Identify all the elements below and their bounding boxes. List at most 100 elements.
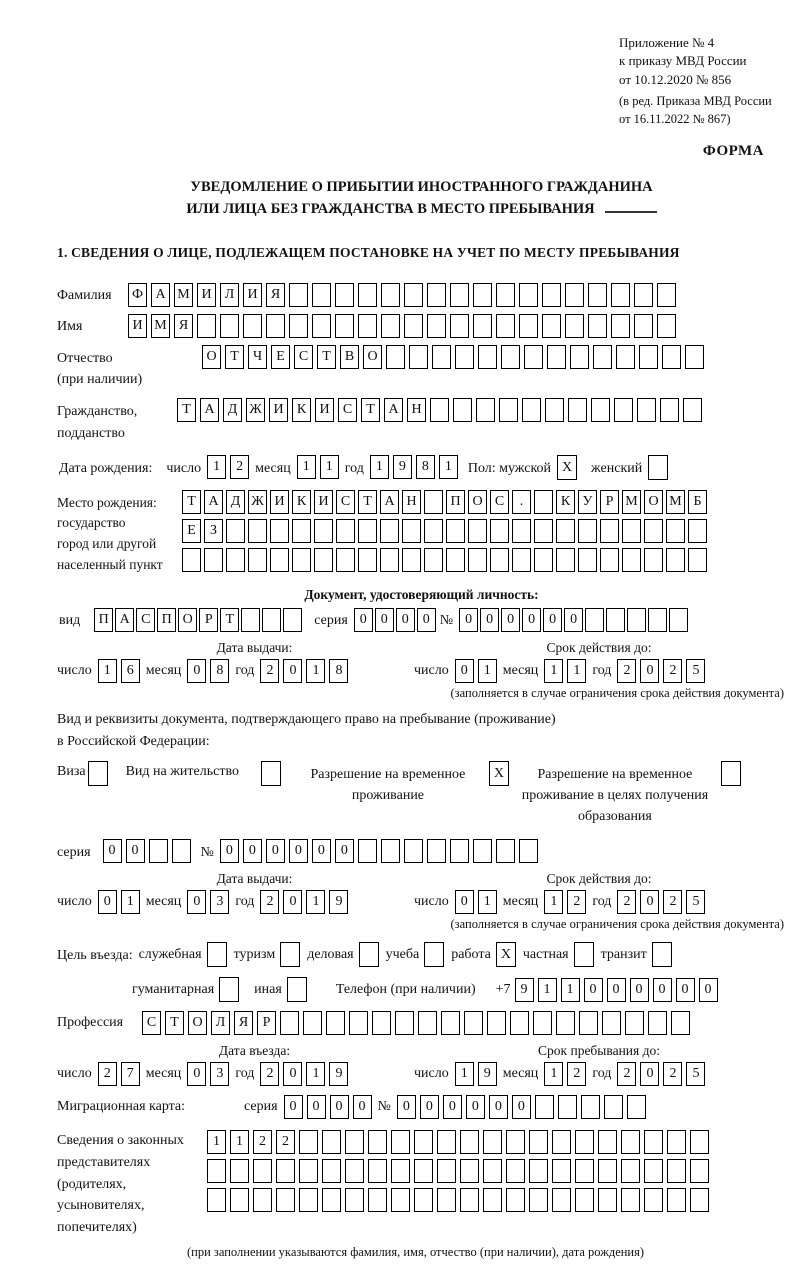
char-box[interactable]: 0 [416, 607, 436, 632]
char-box[interactable]: 1 [97, 658, 117, 683]
char-box[interactable] [667, 1188, 686, 1213]
char-box[interactable] [468, 547, 487, 572]
char-box[interactable] [478, 344, 497, 369]
char-box[interactable] [688, 547, 707, 572]
char-box[interactable]: А [384, 398, 403, 423]
char-box[interactable] [644, 1188, 663, 1213]
char-box[interactable]: 0 [675, 977, 695, 1002]
char-box[interactable] [197, 313, 216, 338]
char-box[interactable] [473, 282, 492, 307]
char-box[interactable] [495, 839, 515, 864]
char-box[interactable]: 2 [230, 455, 250, 480]
char-box[interactable]: Р [600, 489, 619, 514]
char-box[interactable]: Т [177, 398, 196, 423]
char-box[interactable] [207, 1188, 226, 1213]
char-box[interactable]: 9 [329, 1062, 349, 1087]
char-box[interactable]: 2 [260, 1062, 280, 1087]
char-box[interactable]: 0 [283, 1062, 303, 1087]
char-box[interactable]: 0 [454, 890, 474, 915]
char-box[interactable] [579, 1011, 598, 1036]
char-box[interactable] [519, 282, 538, 307]
char-box[interactable]: 1 [544, 658, 564, 683]
char-box[interactable] [545, 398, 564, 423]
purpose-other-checkbox[interactable] [286, 977, 307, 1003]
char-box[interactable] [472, 839, 492, 864]
char-box[interactable] [496, 313, 515, 338]
char-box[interactable] [437, 1130, 456, 1155]
char-box[interactable]: 1 [567, 658, 587, 683]
char-box[interactable] [685, 344, 704, 369]
char-box[interactable] [424, 547, 443, 572]
char-box[interactable] [556, 1011, 575, 1036]
char-box[interactable] [226, 518, 245, 543]
char-box[interactable]: 5 [686, 890, 706, 915]
char-box[interactable] [660, 398, 679, 423]
char-box[interactable] [690, 1188, 709, 1213]
char-box[interactable]: М [174, 282, 193, 307]
char-box[interactable] [314, 518, 333, 543]
char-box[interactable] [524, 344, 543, 369]
char-box[interactable] [622, 547, 641, 572]
char-box[interactable]: И [270, 489, 289, 514]
char-box[interactable] [280, 1011, 299, 1036]
char-box[interactable]: 1 [537, 977, 557, 1002]
char-box[interactable]: 0 [698, 977, 718, 1002]
char-box[interactable] [585, 607, 605, 632]
char-box[interactable] [506, 1130, 525, 1155]
char-box[interactable] [611, 313, 630, 338]
char-box[interactable] [522, 398, 541, 423]
char-box[interactable]: 1 [296, 455, 316, 480]
char-box[interactable] [501, 344, 520, 369]
char-box[interactable] [171, 839, 191, 864]
char-box[interactable] [578, 518, 597, 543]
char-box[interactable]: 2 [663, 658, 683, 683]
char-box[interactable] [575, 1130, 594, 1155]
char-box[interactable] [450, 282, 469, 307]
char-box[interactable]: 0 [511, 1095, 531, 1120]
char-box[interactable]: Т [361, 398, 380, 423]
char-box[interactable]: 0 [311, 839, 331, 864]
char-box[interactable] [345, 1130, 364, 1155]
char-box[interactable] [591, 398, 610, 423]
char-box[interactable] [446, 518, 465, 543]
residence-permit-checkbox[interactable] [260, 761, 281, 787]
char-box[interactable] [314, 547, 333, 572]
char-box[interactable]: 0 [283, 658, 303, 683]
char-box[interactable]: У [578, 489, 597, 514]
char-box[interactable] [427, 313, 446, 338]
char-box[interactable]: А [204, 489, 223, 514]
char-box[interactable] [292, 518, 311, 543]
char-box[interactable] [468, 518, 487, 543]
char-box[interactable] [450, 313, 469, 338]
char-box[interactable] [648, 1011, 667, 1036]
char-box[interactable]: 1 [560, 977, 580, 1002]
char-box[interactable]: О [178, 607, 198, 632]
char-box[interactable] [270, 518, 289, 543]
char-box[interactable] [611, 282, 630, 307]
char-box[interactable] [289, 282, 308, 307]
char-box[interactable] [336, 518, 355, 543]
char-box[interactable]: И [243, 282, 262, 307]
char-box[interactable]: 1 [306, 890, 326, 915]
char-box[interactable]: 1 [477, 658, 497, 683]
char-box[interactable] [490, 518, 509, 543]
char-box[interactable] [542, 282, 561, 307]
char-box[interactable] [683, 398, 702, 423]
char-box[interactable]: К [292, 398, 311, 423]
char-box[interactable]: 1 [230, 1130, 249, 1155]
char-box[interactable] [565, 313, 584, 338]
char-box[interactable] [534, 547, 553, 572]
char-box[interactable]: 0 [442, 1095, 462, 1120]
char-box[interactable] [534, 1095, 554, 1120]
char-box[interactable] [243, 313, 262, 338]
char-box[interactable] [483, 1188, 502, 1213]
char-box[interactable]: 0 [640, 658, 660, 683]
temp-residence-education-checkbox[interactable] [720, 761, 741, 787]
char-box[interactable]: 2 [617, 658, 637, 683]
char-box[interactable] [542, 313, 561, 338]
char-box[interactable]: 1 [477, 890, 497, 915]
char-box[interactable] [512, 547, 531, 572]
char-box[interactable] [552, 1188, 571, 1213]
purpose-study-checkbox[interactable] [424, 942, 445, 968]
char-box[interactable]: 1 [306, 1062, 326, 1087]
